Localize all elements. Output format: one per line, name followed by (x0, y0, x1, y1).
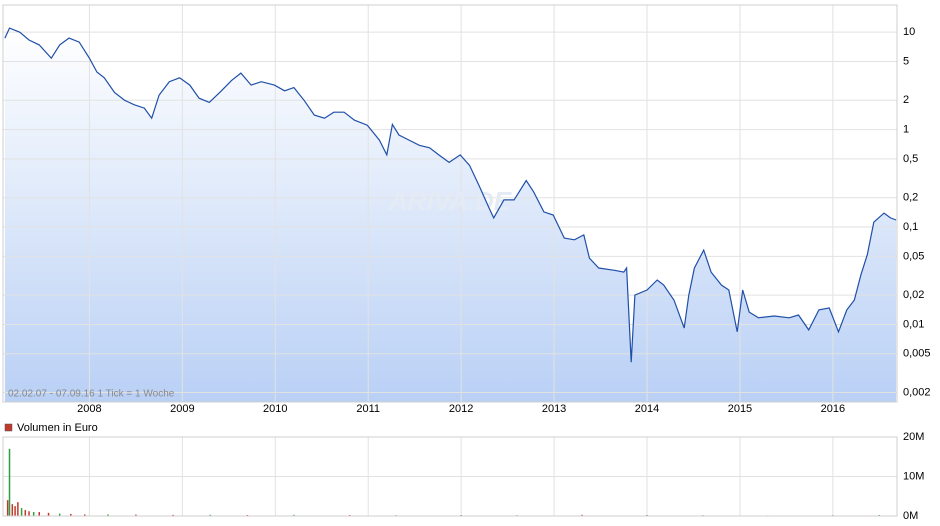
y-tick-label: 0M (903, 510, 918, 522)
x-tick-label: 2014 (635, 403, 659, 415)
y-tick-label: 5 (903, 55, 909, 67)
x-tick-label: 2011 (356, 403, 380, 415)
y-tick-label: 0,02 (903, 289, 924, 301)
volume-bar (14, 506, 16, 516)
volume-bar (293, 514, 295, 516)
plot-frame (2, 4, 898, 403)
x-tick-label: 2010 (263, 403, 287, 415)
volume-bar (172, 514, 174, 516)
range-note: 02.02.07 - 07.09.16 1 Tick = 1 Woche (8, 389, 175, 400)
volume-bar (135, 514, 137, 516)
x-tick-label: 2015 (728, 403, 752, 415)
y-tick-label: 0,1 (903, 221, 918, 233)
y-tick-label: 0,05 (903, 250, 924, 262)
volume-bar (581, 514, 583, 516)
volume-bar (32, 512, 35, 516)
x-tick-label: 2013 (542, 403, 566, 415)
y-tick-label: 0,2 (903, 192, 918, 204)
volume-bar (107, 514, 109, 516)
watermark: ARIVA.DE (388, 186, 512, 216)
volume-bar (58, 513, 61, 516)
price-line (4, 27, 897, 363)
y-tick-label: 10M (903, 470, 924, 482)
x-tick-label: 2009 (170, 403, 194, 415)
volume-bar (11, 504, 14, 516)
volume-bar (6, 500, 9, 516)
volume-bar (24, 510, 27, 516)
volume-bar (84, 514, 86, 516)
x-tick-label: 2012 (449, 403, 473, 415)
x-tick-label: 2016 (821, 403, 845, 415)
y-tick-label: 1 (903, 123, 909, 135)
volume-bar (20, 508, 23, 516)
legend-swatch (4, 423, 13, 432)
volume-bar (47, 512, 50, 516)
y-tick-label: 0,5 (903, 153, 918, 165)
plot-frame (2, 436, 898, 517)
x-tick-label: 2008 (77, 403, 101, 415)
volume-bar (8, 448, 11, 516)
y-tick-label: 20M (903, 431, 924, 443)
y-tick-label: 2 (903, 94, 909, 106)
price-area (4, 28, 897, 402)
volume-bar (70, 514, 72, 516)
volume-bar (209, 514, 211, 516)
y-tick-label: 0,01 (903, 318, 924, 330)
y-tick-label: 10 (903, 26, 915, 38)
legend-label: Volumen in Euro (17, 422, 98, 434)
y-tick-label: 0,005 (903, 348, 931, 360)
volume-bar (17, 502, 19, 516)
volume-bar (28, 511, 30, 516)
y-tick-label: 0,002 (903, 386, 931, 398)
volume-bar (38, 512, 40, 516)
